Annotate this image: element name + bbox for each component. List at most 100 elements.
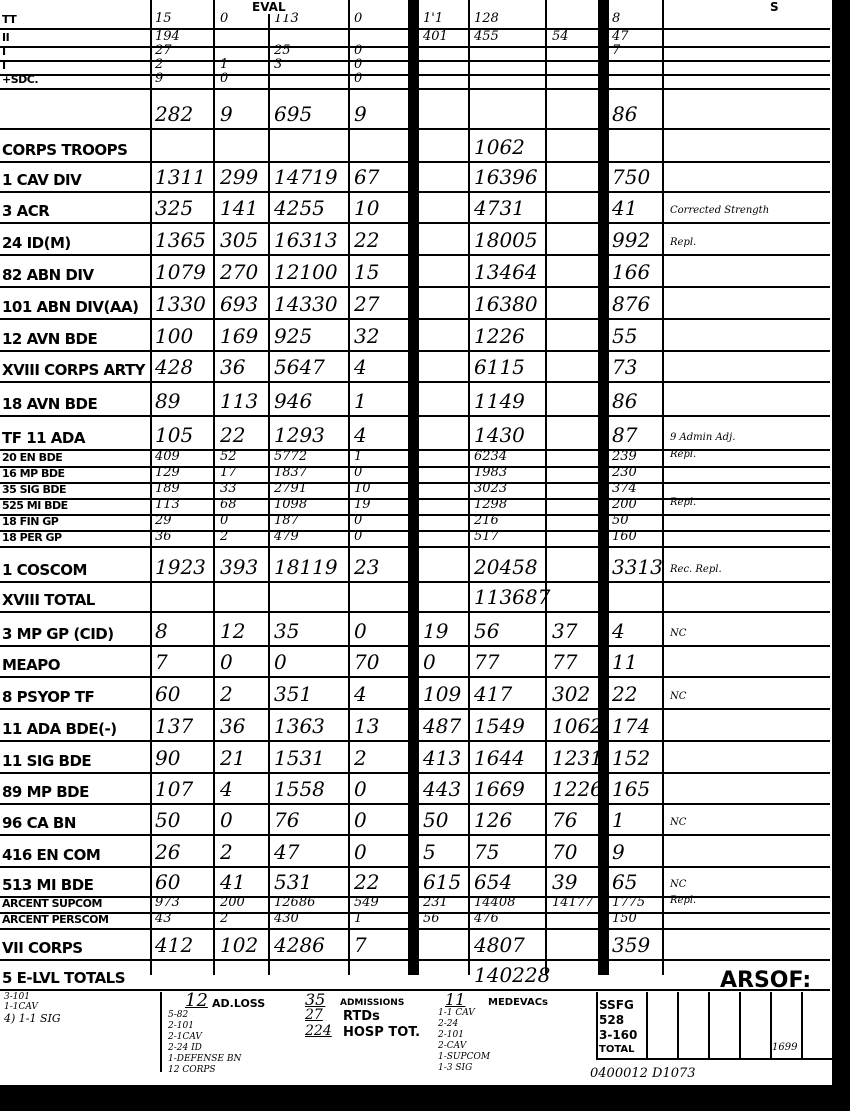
- unit-label: XVIII TOTAL: [2, 591, 95, 609]
- cell-value: 1: [354, 449, 363, 464]
- cell-value: 239: [612, 449, 637, 464]
- cell-value: 166: [612, 260, 651, 284]
- cell-value: 8: [612, 11, 621, 26]
- cell-value: 13464: [474, 260, 538, 284]
- arsof-row-label: 3-160: [599, 1028, 638, 1042]
- cell-value: 5772: [274, 449, 308, 464]
- footnote: 1-1 CAV: [438, 1008, 475, 1018]
- cell-value: 428: [155, 355, 194, 379]
- cell-value: 102: [220, 933, 259, 957]
- cell-value: 230: [612, 465, 637, 480]
- cell-value: 200: [612, 497, 637, 512]
- cell-value: 1531: [274, 746, 325, 770]
- unit-label: MEAPO: [2, 656, 61, 674]
- cell-value: 107: [155, 777, 194, 801]
- unit-label: 24 ID(M): [2, 234, 71, 252]
- arsof-grid: SSFG 528 3-160 TOTAL 1699: [596, 992, 834, 1062]
- cell-value: 105: [155, 423, 194, 447]
- arsof-row-label: TOTAL: [599, 1044, 635, 1055]
- arsof-row-label: 528: [599, 1013, 625, 1027]
- cell-value: 23: [354, 555, 380, 579]
- cell-value: 200: [220, 895, 245, 910]
- cell-value: 75: [474, 840, 500, 864]
- cell-value: 18119: [274, 555, 338, 579]
- cell-value: 60: [155, 682, 181, 706]
- cell-value: 16313: [274, 228, 338, 252]
- footer-divider: [160, 992, 162, 1072]
- cell-value: 36: [155, 529, 172, 544]
- cell-value: 216: [474, 513, 499, 528]
- cell-value: 0: [220, 11, 229, 26]
- cell-value: 37: [552, 619, 578, 643]
- cell-value: 1549: [474, 714, 525, 738]
- cell-value: 22: [354, 228, 380, 252]
- unit-label: 89 MP BDE: [2, 783, 89, 801]
- cell-value: 27: [155, 43, 172, 58]
- cell-value: 113: [274, 11, 299, 26]
- cell-value: 9: [612, 840, 625, 864]
- unit-label: 3 MP GP (CID): [2, 625, 114, 643]
- cell-value: 60: [155, 870, 181, 894]
- cell-value: 100: [155, 324, 194, 348]
- cell-value: 2: [155, 57, 164, 72]
- cell-value: 169: [220, 324, 259, 348]
- arsof-grid-lines: [646, 992, 830, 1060]
- cell-value: 3313: [612, 555, 663, 579]
- document-id: 0400012 D1073: [590, 1066, 696, 1081]
- cell-value: 22: [612, 682, 638, 706]
- cell-value: 351: [274, 682, 313, 706]
- cell-value: 0: [274, 650, 287, 674]
- cell-value: 47: [274, 840, 300, 864]
- unit-label: I: [2, 45, 6, 58]
- cell-value: 41: [612, 196, 638, 220]
- cell-value: 0: [220, 71, 229, 86]
- cell-value: 876: [612, 292, 651, 316]
- cell-value: 73: [612, 355, 638, 379]
- arsof-title: ARSOF:: [720, 968, 812, 993]
- cell-value: 992: [612, 228, 651, 252]
- cell-value: 76: [274, 808, 300, 832]
- cell-value: 7: [354, 933, 367, 957]
- cell-value: 1837: [274, 465, 308, 480]
- column-divider: [545, 0, 547, 975]
- cell-value: 25: [274, 43, 291, 58]
- cell-value: 70: [552, 840, 578, 864]
- cell-value: 3023: [474, 481, 508, 496]
- cell-value: 41: [220, 870, 246, 894]
- cell-value: 231: [423, 895, 448, 910]
- cell-value: 50: [612, 513, 629, 528]
- cell-value: 282: [155, 102, 194, 126]
- cell-value: 1923: [155, 555, 206, 579]
- cell-value: 750: [612, 165, 651, 189]
- cell-value: 4: [612, 619, 625, 643]
- cell-value: 305: [220, 228, 259, 252]
- cell-value: 0: [220, 650, 233, 674]
- cell-value: 487: [423, 714, 462, 738]
- cell-value: 0: [354, 11, 363, 26]
- cell-value: 90: [155, 746, 181, 770]
- cell-value: 1062: [552, 714, 603, 738]
- header-fragment-right: S: [770, 0, 779, 14]
- cell-value: 1098: [274, 497, 308, 512]
- cell-value: 1: [354, 911, 363, 926]
- unit-label: CORPS TROOPS: [2, 141, 128, 159]
- scan-border-right: [832, 0, 850, 1111]
- cell-value: 22: [220, 423, 246, 447]
- admissions-value: 35: [305, 990, 326, 1009]
- unit-label: 18 PER GP: [2, 531, 62, 544]
- column-divider-thick: [408, 0, 419, 975]
- footnote: 2-CAV: [438, 1041, 467, 1051]
- cell-value: 0: [220, 808, 233, 832]
- cell-value: 302: [552, 682, 591, 706]
- unit-label: 82 ABN DIV: [2, 266, 94, 284]
- cell-value: 1: [220, 57, 229, 72]
- cell-value: 1669: [474, 777, 525, 801]
- cell-value: 16380: [474, 292, 538, 316]
- unit-label: II: [2, 31, 10, 44]
- cell-value: 77: [552, 650, 578, 674]
- cell-value: 9: [354, 102, 367, 126]
- arsof-total: 1699: [772, 1042, 798, 1053]
- cell-value: 54: [552, 29, 569, 44]
- cell-value: 8: [155, 619, 168, 643]
- cell-value: 0: [354, 529, 363, 544]
